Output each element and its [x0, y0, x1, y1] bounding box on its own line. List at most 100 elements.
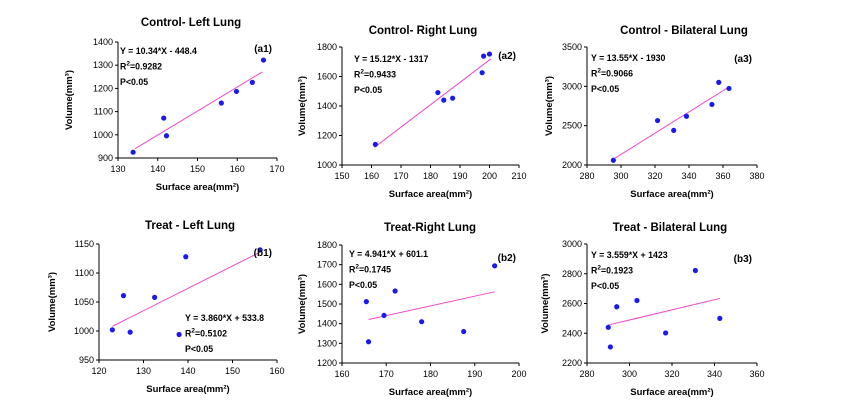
data-point [441, 97, 447, 103]
y-tick-label: 1400 [317, 319, 337, 329]
data-point [363, 299, 369, 305]
x-axis-label: Surface area(mm²) [630, 387, 713, 398]
x-tick-label: 210 [511, 171, 526, 181]
y-tick-label: 950 [79, 355, 94, 365]
x-tick-label: 160 [230, 164, 245, 174]
y-tick-label: 1600 [317, 279, 337, 289]
y-tick-label: 1400 [317, 101, 337, 111]
x-tick-label: 130 [136, 366, 151, 376]
data-point [163, 133, 170, 139]
x-tick-label: 190 [467, 369, 482, 379]
data-point [257, 247, 263, 253]
r-squared-sup: 2 [597, 265, 601, 272]
x-tick-label: 320 [647, 171, 662, 181]
chart-title: Control - Bilateral Lung [620, 25, 748, 37]
data-point [605, 324, 611, 330]
x-tick-label: 160 [269, 366, 284, 376]
p-value: P<0.05 [591, 281, 619, 291]
p-value: P<0.05 [185, 344, 213, 354]
y-tick-label: 2200 [562, 358, 582, 368]
data-point [435, 89, 441, 96]
y-tick-label: 2400 [562, 328, 582, 338]
x-axis-label: Surface area(mm²) [630, 189, 713, 200]
y-tick-label: 1700 [317, 260, 337, 270]
data-point [654, 117, 661, 124]
x-tick-label: 200 [511, 369, 526, 379]
data-point [610, 157, 616, 163]
x-tick-label: 280 [579, 171, 594, 181]
data-point [130, 149, 136, 155]
panel-label: (b3) [734, 254, 752, 265]
data-point [726, 85, 732, 92]
y-tick-label: 3000 [562, 81, 582, 91]
chart-title: Control- Left Lung [141, 17, 241, 29]
data-point [716, 79, 722, 85]
data-point [709, 101, 715, 108]
data-point [614, 304, 620, 310]
data-point [233, 88, 240, 95]
r-squared: R2=0.1745 [349, 264, 391, 275]
data-point [486, 51, 493, 57]
data-point [419, 319, 425, 325]
y-tick-label: 1050 [74, 297, 94, 307]
x-tick-label: 360 [715, 171, 730, 181]
x-tick-label: 150 [225, 366, 240, 376]
y-tick-label: 1200 [93, 83, 113, 93]
r-squared: R2=0.9066 [591, 68, 633, 79]
r-squared-prefix: R [591, 266, 598, 276]
data-point [461, 328, 467, 335]
panel-label: (b2) [498, 253, 516, 264]
r-squared: R2=0.9433 [354, 69, 396, 80]
y-tick-label: 2000 [562, 160, 582, 170]
y-axis-label: Volume(mm³) [64, 70, 75, 130]
x-tick-label: 160 [334, 369, 349, 379]
x-axis-label: Surface area(mm²) [389, 387, 472, 398]
r-squared-value: =0.5102 [195, 329, 227, 339]
x-tick-label: 140 [180, 366, 195, 376]
x-tick-label: 180 [423, 369, 438, 379]
y-tick-label: 1200 [317, 358, 337, 368]
chart-panel-5: 160 170 180 190 200 1200 1300 1400 1500 1600 1700 1… [297, 222, 527, 398]
data-point [109, 327, 115, 333]
panel-label: (a3) [734, 54, 752, 65]
x-tick-label: 130 [110, 164, 125, 174]
x-tick-label: 360 [749, 369, 764, 379]
y-tick-label: 1800 [317, 42, 337, 52]
y-axis-label: Volume(mm³) [544, 76, 555, 136]
r-squared-prefix: R [354, 70, 361, 80]
y-tick-label: 1300 [93, 60, 113, 70]
data-point [183, 254, 189, 260]
data-point [450, 95, 456, 101]
x-tick-label: 140 [150, 164, 165, 174]
x-tick-label: 180 [423, 171, 438, 181]
chart-title: Treat - Bilateral Lung [613, 222, 727, 234]
x-tick-label: 200 [482, 171, 497, 181]
panel-label: (a2) [498, 51, 516, 62]
x-tick-label: 150 [334, 171, 349, 181]
x-axis-label: Surface area(mm²) [156, 182, 239, 193]
p-value: P<0.05 [349, 280, 377, 290]
data-point [127, 329, 133, 335]
r-squared-sup: 2 [597, 68, 601, 75]
regression-line [613, 87, 729, 160]
x-tick-label: 340 [707, 369, 722, 379]
data-point [392, 288, 398, 294]
y-tick-label: 2800 [562, 269, 582, 279]
chart-title: Control- Right Lung [369, 25, 478, 37]
x-tick-label: 170 [269, 164, 284, 174]
regression-line [608, 297, 720, 326]
data-point [492, 263, 498, 269]
data-point [152, 294, 158, 300]
panel-label: (b1) [254, 248, 272, 259]
chart-title: Treat - Left Lung [145, 220, 235, 232]
data-point [249, 79, 255, 85]
chart-panel-2: 150 160 170 180 190 200 210 1000 1200 1400 1600 180… [297, 25, 527, 200]
y-tick-label: 2500 [562, 121, 582, 131]
x-tick-label: 300 [613, 171, 628, 181]
data-point [260, 57, 267, 63]
r-squared-prefix: R [591, 69, 598, 79]
regression-equation: Y = 15.12*X - 1317 [354, 54, 429, 64]
data-point [120, 293, 127, 299]
regression-equation: Y = 3.559*X + 1423 [591, 250, 668, 260]
